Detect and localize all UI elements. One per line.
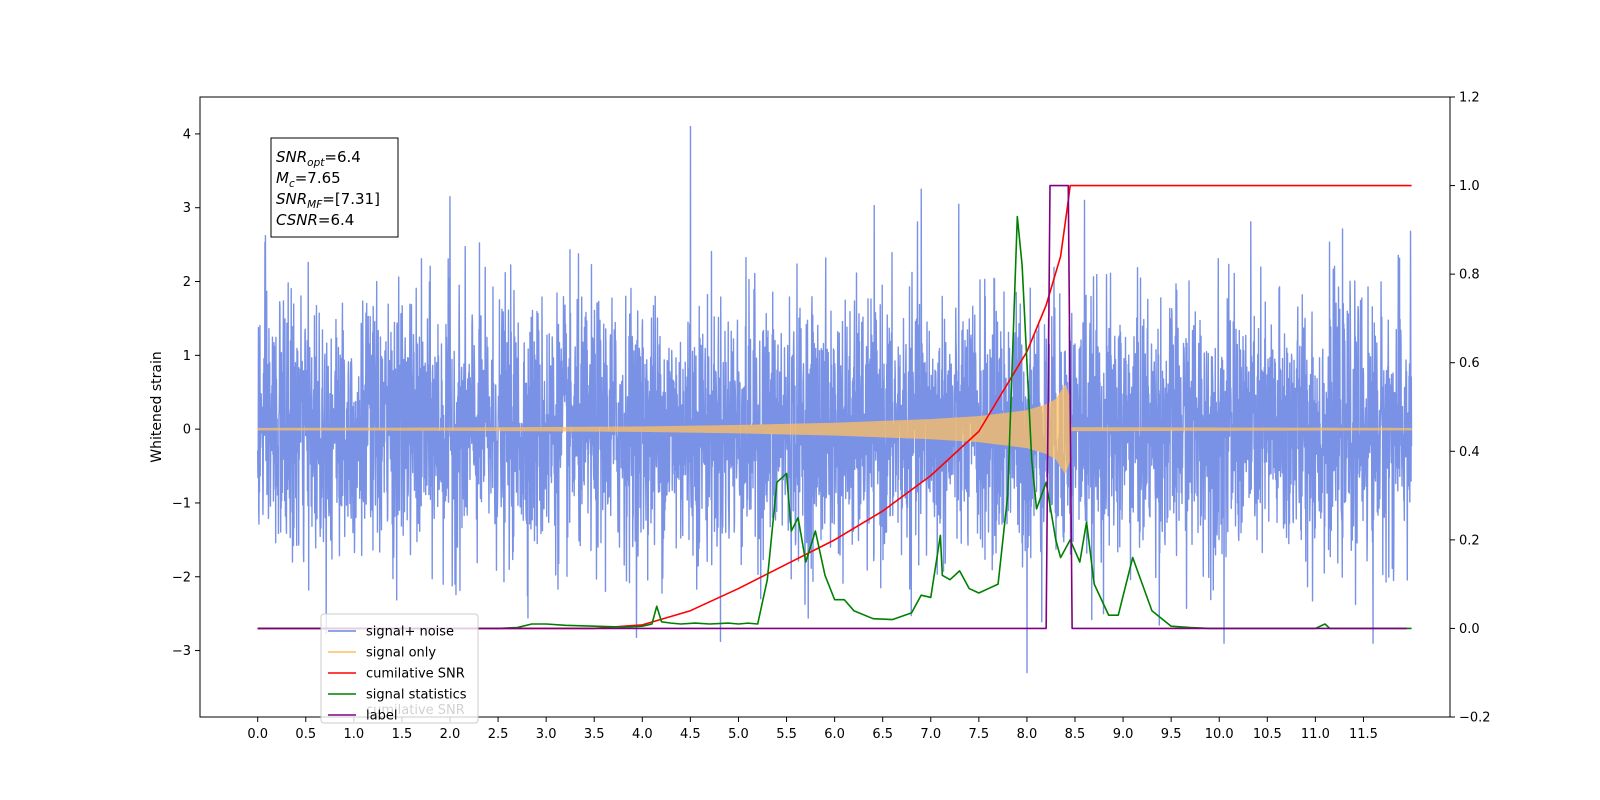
x-tick-label: 2.0 [440, 727, 461, 742]
y-tick-label: 4 [183, 127, 191, 142]
legend-entry: signal statistics [366, 688, 467, 703]
y2-tick-label: 0.6 [1459, 356, 1480, 371]
series-layer [256, 125, 1413, 674]
x-tick-label: 5.0 [728, 727, 749, 742]
x-tick-label: 1.5 [392, 727, 413, 742]
x-tick-label: 9.0 [1113, 727, 1134, 742]
x-tick-label: 2.5 [488, 727, 509, 742]
info-box-line: SNRMF=[7.31] [276, 190, 380, 211]
series-label [257, 184, 1407, 630]
series-signal-only [257, 384, 1413, 474]
x-tick-label: 6.0 [824, 727, 845, 742]
y-tick-label: 2 [183, 275, 191, 290]
y-tick-label: 0 [183, 423, 191, 438]
y2-tick-label: 1.2 [1459, 91, 1480, 106]
legend-entry: signal+ noise [366, 625, 454, 640]
y2-tick-label: 0.2 [1459, 533, 1480, 548]
x-tick-label: 11.5 [1349, 727, 1378, 742]
x-tick-label: 5.5 [776, 727, 797, 742]
info-box-line: Mc=7.65 [276, 169, 341, 190]
legend-entry: label [366, 709, 397, 724]
y2-tick-label: 0.8 [1459, 268, 1480, 283]
legend-entry: signal only [366, 646, 436, 661]
x-tick-label: 10.5 [1253, 727, 1282, 742]
x-tick-label: 11.0 [1301, 727, 1330, 742]
y-tick-label: 1 [183, 349, 191, 364]
info-box-line: CSNR=6.4 [276, 211, 354, 229]
legend-frame [320, 613, 479, 724]
x-tick-label: 10.0 [1205, 727, 1234, 742]
y-tick-label: −3 [172, 644, 191, 659]
x-tick-label: 4.5 [680, 727, 701, 742]
x-tick-label: 4.0 [632, 727, 653, 742]
x-tick-label: 6.5 [872, 727, 893, 742]
series-cumilative-snr [257, 184, 1412, 630]
series-signal-statistics [257, 215, 1412, 630]
info-box-frame [270, 137, 399, 238]
legend-hidden-entry: cumilative SNR [366, 703, 465, 718]
y-axis-label: Whitened strain [149, 351, 165, 462]
y2-tick-label: 0.4 [1459, 445, 1480, 460]
y2-tick-label: 0.0 [1459, 622, 1480, 637]
x-tick-label: 0.0 [247, 727, 268, 742]
info-box-line: SNRopt=6.4 [276, 148, 361, 169]
legend: cumilative SNR signal+ noise signal only cu… [320, 613, 479, 724]
y-tick-label: −1 [172, 496, 191, 511]
x-tick-label: 8.0 [1017, 727, 1038, 742]
x-tick-label: 8.5 [1065, 727, 1086, 742]
y-tick-label: 3 [183, 201, 191, 216]
plot-frame [199, 96, 1451, 718]
x-tick-label: 3.5 [584, 727, 605, 742]
x-axis: 0.0 0.5 1.0 1.5 2.0 2.5 3.0 3.5 4.0 4.5 5.0 5.5 6.0 6… [247, 717, 1378, 742]
x-tick-label: 0.5 [295, 727, 316, 742]
x-tick-label: 3.0 [536, 727, 557, 742]
x-tick-label: 7.0 [920, 727, 941, 742]
x-tick-label: 1.0 [344, 727, 365, 742]
y-tick-label: −2 [172, 570, 191, 585]
y2-tick-label: −0.2 [1459, 711, 1491, 726]
legend-entry: cumilative SNR [366, 667, 465, 682]
x-tick-label: 7.5 [969, 727, 990, 742]
y-axis-left: −3 −2 −1 0 1 2 3 4 [172, 127, 200, 659]
y2-tick-label: 1.0 [1459, 179, 1480, 194]
x-tick-label: 9.5 [1161, 727, 1182, 742]
y-axis-right: −0.2 0.0 0.2 0.4 0.6 0.8 1.0 1.2 [1450, 91, 1491, 726]
